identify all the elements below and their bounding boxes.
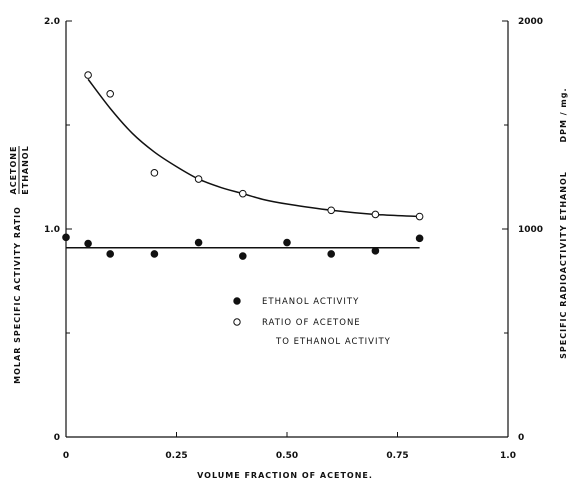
y-right-tick-label: 2000 xyxy=(518,17,543,27)
point-ethanol-activity xyxy=(150,250,159,258)
point-ratio-of-acetone-to-ethanol-activity xyxy=(84,71,92,79)
point-ethanol-activity xyxy=(106,250,114,258)
point-ratio-of-acetone-to-ethanol-activity xyxy=(371,210,380,219)
y-axis-left-label-fraction-den: ETHANOL xyxy=(21,145,30,194)
x-tick-label: 0.25 xyxy=(165,451,187,461)
fit-line-ratio-of-acetone-to-ethanol-activity xyxy=(87,78,420,218)
point-ethanol-activity xyxy=(415,234,424,243)
x-axis-label: VOLUME FRACTION OF ACETONE. xyxy=(197,471,373,480)
point-ethanol-activity xyxy=(371,247,380,255)
y-axis-right-label: SPECIFIC RADIOACTIVITY ETHANOL DPM / mg. xyxy=(559,87,568,358)
y-axis-left-label: MOLAR SPECIFIC ACTIVITY RATIO ACETONE ET… xyxy=(9,145,30,384)
legend-label-ratio-line1: RATIO OF ACETONE xyxy=(262,318,361,328)
y-left-tick-label: 2.0 xyxy=(44,17,60,27)
point-ratio-of-acetone-to-ethanol-activity xyxy=(150,169,159,177)
data-points xyxy=(62,71,424,260)
point-ethanol-activity xyxy=(283,238,291,247)
legend-label-ethanol-activity: ETHANOL ACTIVITY xyxy=(262,297,359,307)
y-right-tick-label: 1000 xyxy=(518,225,543,235)
fit-lines xyxy=(66,78,420,249)
point-ethanol-activity xyxy=(327,250,336,258)
x-tick-label: 0.50 xyxy=(276,451,298,461)
point-ratio-of-acetone-to-ethanol-activity xyxy=(106,90,114,98)
point-ethanol-activity xyxy=(84,239,92,248)
point-ethanol-activity xyxy=(239,252,247,260)
point-ratio-of-acetone-to-ethanol-activity xyxy=(239,189,247,198)
y-axis-right-label-unit: DPM / mg. xyxy=(559,87,568,142)
y-left-tick-label: 1.0 xyxy=(44,225,60,235)
y-right-tick-label: 0 xyxy=(518,433,524,443)
point-ratio-of-acetone-to-ethanol-activity xyxy=(327,206,336,215)
legend-marker-ethanol-activity xyxy=(233,297,241,305)
y-axis-left-label-main: MOLAR SPECIFIC ACTIVITY RATIO xyxy=(13,206,22,384)
y-axis-left-label-fraction-num: ACETONE xyxy=(9,146,18,195)
x-tick-label: 1.0 xyxy=(500,451,516,461)
x-tick-label: 0.75 xyxy=(386,451,408,461)
legend-label-ratio-line2: TO ETHANOL ACTIVITY xyxy=(275,337,391,347)
point-ratio-of-acetone-to-ethanol-activity xyxy=(415,212,424,221)
point-ratio-of-acetone-to-ethanol-activity xyxy=(194,175,203,183)
point-ethanol-activity xyxy=(194,238,203,247)
legend: ETHANOL ACTIVITY RATIO OF ACETONE TO ETH… xyxy=(233,297,391,347)
point-ethanol-activity xyxy=(62,233,70,242)
y-left-tick-label: 0 xyxy=(54,433,60,443)
legend-marker-ratio xyxy=(233,318,241,326)
axes xyxy=(65,20,509,438)
y-axis-right-label-main: SPECIFIC RADIOACTIVITY ETHANOL xyxy=(559,171,568,359)
x-tick-label: 0 xyxy=(63,451,69,461)
